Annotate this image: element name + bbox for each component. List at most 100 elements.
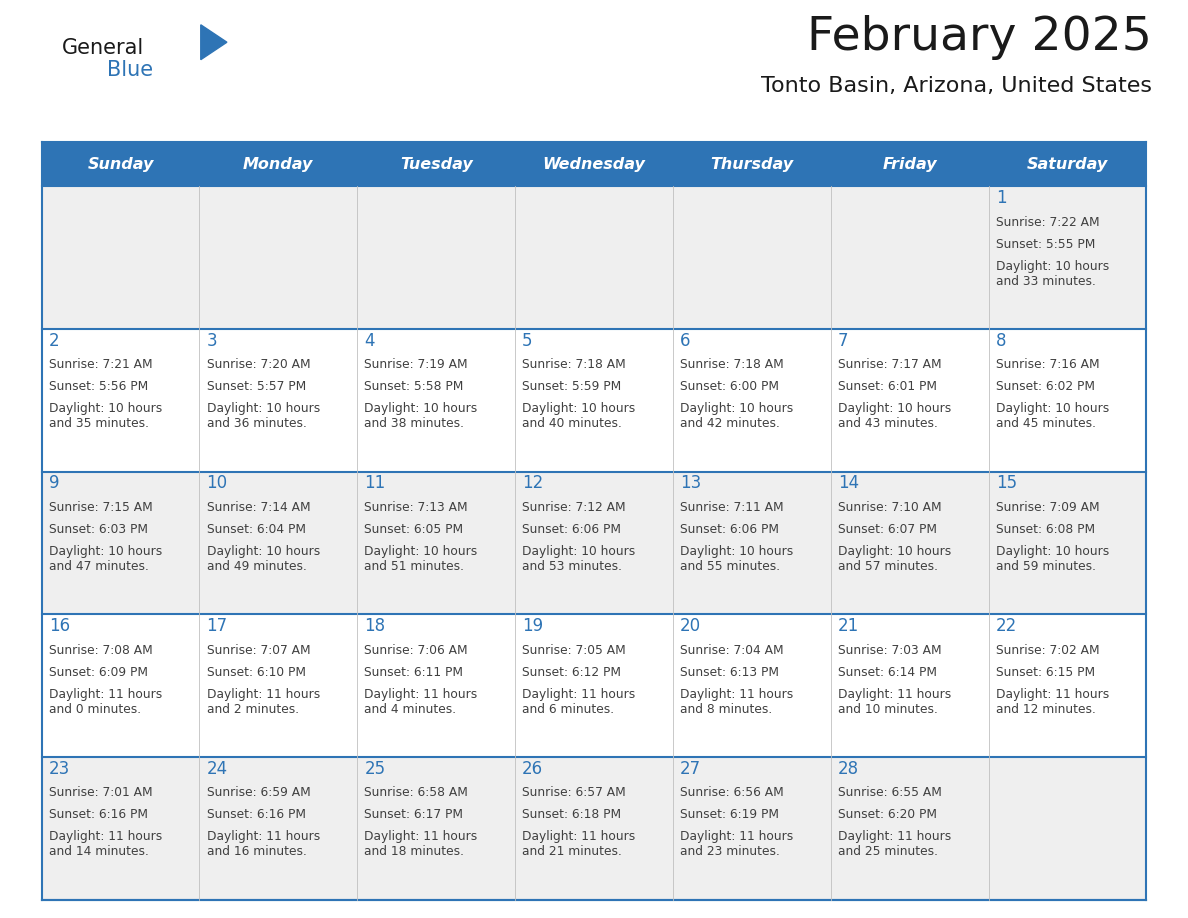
- Text: Daylight: 11 hours
and 2 minutes.: Daylight: 11 hours and 2 minutes.: [207, 688, 320, 716]
- Text: Sunset: 6:15 PM: Sunset: 6:15 PM: [996, 666, 1095, 678]
- Text: 2: 2: [49, 331, 59, 350]
- Text: Sunrise: 7:22 AM: Sunrise: 7:22 AM: [996, 216, 1099, 229]
- Text: Sunrise: 7:01 AM: Sunrise: 7:01 AM: [49, 787, 152, 800]
- Text: 15: 15: [996, 475, 1017, 492]
- Bar: [988, 472, 1146, 614]
- Text: Sunrise: 7:16 AM: Sunrise: 7:16 AM: [996, 358, 1099, 372]
- Text: Sunset: 6:08 PM: Sunset: 6:08 PM: [996, 523, 1095, 536]
- Bar: [672, 757, 830, 900]
- Text: Daylight: 10 hours
and 59 minutes.: Daylight: 10 hours and 59 minutes.: [996, 545, 1108, 573]
- Text: 7: 7: [838, 331, 848, 350]
- Text: Wednesday: Wednesday: [543, 157, 645, 172]
- Text: 5: 5: [523, 331, 532, 350]
- Bar: [830, 614, 988, 757]
- Text: Sunset: 5:57 PM: Sunset: 5:57 PM: [207, 380, 305, 394]
- Text: Sunset: 6:07 PM: Sunset: 6:07 PM: [838, 523, 937, 536]
- Text: Sunset: 6:17 PM: Sunset: 6:17 PM: [365, 809, 463, 822]
- Text: Sunrise: 6:55 AM: Sunrise: 6:55 AM: [838, 787, 942, 800]
- Text: Sunset: 6:01 PM: Sunset: 6:01 PM: [838, 380, 937, 394]
- Text: Sunset: 5:58 PM: Sunset: 5:58 PM: [365, 380, 463, 394]
- Text: Blue: Blue: [107, 60, 153, 80]
- Text: Sunset: 5:56 PM: Sunset: 5:56 PM: [49, 380, 148, 394]
- Text: Sunset: 6:00 PM: Sunset: 6:00 PM: [680, 380, 779, 394]
- Text: 25: 25: [365, 760, 385, 778]
- Bar: [200, 472, 358, 614]
- Text: Daylight: 10 hours
and 51 minutes.: Daylight: 10 hours and 51 minutes.: [365, 545, 478, 573]
- Bar: [42, 186, 200, 329]
- Text: Sunset: 6:02 PM: Sunset: 6:02 PM: [996, 380, 1094, 394]
- Bar: [358, 186, 516, 329]
- Text: Sunrise: 7:18 AM: Sunrise: 7:18 AM: [523, 358, 626, 372]
- Text: Daylight: 11 hours
and 4 minutes.: Daylight: 11 hours and 4 minutes.: [365, 688, 478, 716]
- Bar: [516, 614, 672, 757]
- Text: Daylight: 10 hours
and 42 minutes.: Daylight: 10 hours and 42 minutes.: [680, 402, 794, 431]
- Bar: [358, 614, 516, 757]
- Text: Sunrise: 7:12 AM: Sunrise: 7:12 AM: [523, 501, 626, 514]
- Text: 14: 14: [838, 475, 859, 492]
- Text: Sunset: 5:55 PM: Sunset: 5:55 PM: [996, 238, 1095, 251]
- Text: Sunrise: 7:18 AM: Sunrise: 7:18 AM: [680, 358, 784, 372]
- Text: 24: 24: [207, 760, 228, 778]
- Text: 19: 19: [523, 617, 543, 635]
- Text: Friday: Friday: [883, 157, 937, 172]
- Text: Daylight: 11 hours
and 25 minutes.: Daylight: 11 hours and 25 minutes.: [838, 831, 952, 858]
- Text: Daylight: 11 hours
and 21 minutes.: Daylight: 11 hours and 21 minutes.: [523, 831, 636, 858]
- Text: Daylight: 10 hours
and 38 minutes.: Daylight: 10 hours and 38 minutes.: [365, 402, 478, 431]
- Text: Sunset: 6:12 PM: Sunset: 6:12 PM: [523, 666, 621, 678]
- Text: Monday: Monday: [244, 157, 314, 172]
- Bar: [42, 757, 200, 900]
- Text: Daylight: 10 hours
and 43 minutes.: Daylight: 10 hours and 43 minutes.: [838, 402, 952, 431]
- Text: Sunrise: 7:05 AM: Sunrise: 7:05 AM: [523, 644, 626, 656]
- Bar: [830, 186, 988, 329]
- Text: Sunset: 6:16 PM: Sunset: 6:16 PM: [49, 809, 147, 822]
- Text: Sunset: 6:10 PM: Sunset: 6:10 PM: [207, 666, 305, 678]
- Text: Daylight: 10 hours
and 47 minutes.: Daylight: 10 hours and 47 minutes.: [49, 545, 162, 573]
- Text: 28: 28: [838, 760, 859, 778]
- Text: Daylight: 11 hours
and 12 minutes.: Daylight: 11 hours and 12 minutes.: [996, 688, 1108, 716]
- Text: 4: 4: [365, 331, 375, 350]
- Text: Sunrise: 6:56 AM: Sunrise: 6:56 AM: [680, 787, 784, 800]
- Bar: [672, 329, 830, 472]
- Text: Daylight: 11 hours
and 18 minutes.: Daylight: 11 hours and 18 minutes.: [365, 831, 478, 858]
- Text: Sunrise: 7:04 AM: Sunrise: 7:04 AM: [680, 644, 784, 656]
- Text: Sunrise: 7:08 AM: Sunrise: 7:08 AM: [49, 644, 152, 656]
- Text: Daylight: 10 hours
and 40 minutes.: Daylight: 10 hours and 40 minutes.: [523, 402, 636, 431]
- Bar: [200, 186, 358, 329]
- Text: Tonto Basin, Arizona, United States: Tonto Basin, Arizona, United States: [762, 76, 1152, 96]
- Text: Tuesday: Tuesday: [400, 157, 473, 172]
- Text: 23: 23: [49, 760, 70, 778]
- Text: Daylight: 11 hours
and 14 minutes.: Daylight: 11 hours and 14 minutes.: [49, 831, 162, 858]
- Text: Sunset: 6:06 PM: Sunset: 6:06 PM: [523, 523, 621, 536]
- Text: 17: 17: [207, 617, 228, 635]
- Text: Daylight: 11 hours
and 8 minutes.: Daylight: 11 hours and 8 minutes.: [680, 688, 794, 716]
- Text: 18: 18: [365, 617, 385, 635]
- Bar: [358, 329, 516, 472]
- Text: 6: 6: [680, 331, 690, 350]
- Text: Sunrise: 7:13 AM: Sunrise: 7:13 AM: [365, 501, 468, 514]
- Text: Sunrise: 6:58 AM: Sunrise: 6:58 AM: [365, 787, 468, 800]
- Bar: [42, 329, 200, 472]
- Text: Daylight: 11 hours
and 23 minutes.: Daylight: 11 hours and 23 minutes.: [680, 831, 794, 858]
- Bar: [42, 472, 200, 614]
- Text: Thursday: Thursday: [710, 157, 794, 172]
- Text: Sunrise: 7:19 AM: Sunrise: 7:19 AM: [365, 358, 468, 372]
- Text: Sunrise: 7:03 AM: Sunrise: 7:03 AM: [838, 644, 942, 656]
- Bar: [200, 614, 358, 757]
- Bar: [672, 472, 830, 614]
- Text: Daylight: 11 hours
and 6 minutes.: Daylight: 11 hours and 6 minutes.: [523, 688, 636, 716]
- Bar: [988, 329, 1146, 472]
- Text: Sunrise: 7:02 AM: Sunrise: 7:02 AM: [996, 644, 1099, 656]
- Text: Daylight: 11 hours
and 16 minutes.: Daylight: 11 hours and 16 minutes.: [207, 831, 320, 858]
- Text: Sunset: 6:18 PM: Sunset: 6:18 PM: [523, 809, 621, 822]
- Text: Sunrise: 7:10 AM: Sunrise: 7:10 AM: [838, 501, 942, 514]
- Bar: [988, 614, 1146, 757]
- Text: Daylight: 10 hours
and 55 minutes.: Daylight: 10 hours and 55 minutes.: [680, 545, 794, 573]
- Text: Sunset: 6:09 PM: Sunset: 6:09 PM: [49, 666, 147, 678]
- Bar: [830, 329, 988, 472]
- Text: Sunrise: 7:21 AM: Sunrise: 7:21 AM: [49, 358, 152, 372]
- Text: Sunrise: 7:09 AM: Sunrise: 7:09 AM: [996, 501, 1099, 514]
- Text: 11: 11: [365, 475, 386, 492]
- Bar: [42, 614, 200, 757]
- Text: Sunrise: 7:14 AM: Sunrise: 7:14 AM: [207, 501, 310, 514]
- Bar: [200, 329, 358, 472]
